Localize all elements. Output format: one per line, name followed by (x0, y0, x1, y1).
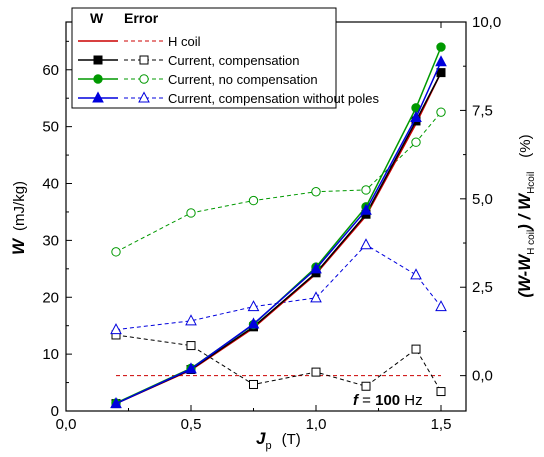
y-right-part-w3: W (515, 192, 534, 210)
frequency-annotation: f = 100 Hz (353, 392, 423, 409)
x-axis-label: Jp (T) (256, 429, 301, 452)
series-point-7 (247, 300, 260, 312)
y-left-symbol: W (9, 237, 28, 255)
series-line-w-0 (115, 72, 442, 405)
plot-marks (110, 42, 447, 409)
series-point-3 (410, 110, 422, 123)
x-tick-label: 1,5 (431, 416, 452, 433)
series-point-3 (310, 262, 322, 274)
legend: W Error H coil Current, compensation Curre… (71, 7, 380, 109)
legend-marker-w (93, 74, 103, 84)
annotation-f: f (353, 392, 360, 409)
x-axis-ticks: 0,0 0,5 1,0 1,5 (56, 22, 452, 433)
series-point-6 (186, 208, 196, 218)
series-point-7 (110, 323, 122, 335)
legend-marker-w (93, 55, 103, 65)
series-point-6 (436, 107, 446, 117)
series-line-w-3 (115, 61, 442, 405)
series-point-5 (311, 367, 321, 377)
y-right-tick-label: 2,5 (472, 279, 493, 296)
series-point-2 (436, 42, 446, 52)
legend-marker-error (139, 74, 149, 84)
y-left-unit: (mJ/kg) (11, 181, 28, 231)
y-right-part-sub1: H coil (526, 230, 537, 255)
series-point-7 (310, 291, 322, 303)
legend-label: Current, compensation without poles (168, 91, 380, 106)
y-right-part-minus: - (515, 271, 534, 277)
legend-rows: H coil Current, compensation Current, no c… (78, 34, 380, 106)
series-point-6 (361, 185, 371, 195)
series-point-5 (249, 379, 258, 389)
series-point-7 (360, 238, 372, 250)
x-axis-subscript: p (265, 440, 271, 452)
y-right-tick-label: 7,5 (472, 102, 493, 119)
legend-label: H coil (168, 34, 201, 49)
series-point-6 (411, 137, 421, 147)
series-point-3 (435, 55, 447, 67)
y-left-tick-label: 40 (42, 176, 59, 193)
y-right-part-close: ) (515, 224, 534, 232)
series-point-5 (361, 381, 371, 391)
y-axis-right-label: (W-WH coil) / WHcoil(%) (515, 134, 537, 297)
annotation-equals: = (358, 392, 375, 409)
series-point-5 (186, 341, 196, 351)
series-point-6 (248, 195, 259, 206)
y-right-part-sub2: Hcoil (526, 172, 537, 194)
x-axis-unit: (T) (282, 431, 301, 448)
y-right-part-slash: / (515, 210, 534, 224)
x-tick-label: 0,5 (181, 416, 202, 433)
y-left-tick-label: 50 (42, 119, 59, 136)
y-left-tick-label: 0 (51, 403, 59, 420)
y-right-tick-label: 10,0 (472, 14, 501, 31)
y-axis-left-label: W (mJ/kg) (9, 181, 28, 255)
legend-marker-error (138, 91, 150, 103)
series-point-7 (435, 300, 447, 312)
y-right-part-open: ( (515, 290, 534, 298)
series-point-3 (360, 203, 372, 215)
y-right-part-w2: W (515, 253, 534, 271)
series-point-5 (411, 344, 421, 354)
series-point-7 (185, 314, 197, 326)
series-point-6 (111, 247, 121, 257)
series-line-error-5 (115, 334, 442, 392)
series-point-7 (410, 268, 422, 280)
series-point-3 (110, 397, 122, 409)
legend-header-error: Error (124, 10, 159, 26)
y-right-part-w: W (515, 274, 534, 292)
annotation-unit: Hz (400, 392, 423, 409)
series-line-w-1 (115, 72, 442, 405)
y-axis-right-ticks: 0,0 2,5 5,0 7,5 10,0 (460, 14, 501, 385)
legend-label: Current, no compensation (168, 72, 318, 87)
y-left-tick-label: 10 (42, 346, 59, 363)
y-axis-left-ticks: 0 10 20 30 40 50 60 (42, 40, 72, 420)
series-point-3 (247, 317, 260, 329)
series-line-error-6 (115, 111, 442, 253)
legend-marker-error (139, 55, 149, 65)
x-tick-label: 0,0 (56, 416, 77, 433)
y-left-tick-label: 20 (42, 289, 59, 306)
legend-marker-w (92, 91, 104, 103)
y-left-tick-label: 60 (42, 62, 59, 79)
y-right-tick-label: 0,0 (472, 368, 493, 385)
annotation-value: 100 (375, 392, 400, 409)
series-point-1 (436, 68, 446, 78)
series-point-6 (311, 187, 321, 197)
legend-box (71, 7, 337, 109)
y-right-tick-label: 5,0 (472, 191, 493, 208)
legend-label: Current, compensation (168, 53, 300, 68)
y-right-unit: (%) (517, 134, 534, 157)
x-tick-label: 1,0 (306, 416, 327, 433)
series-point-5 (436, 387, 446, 397)
series-point-3 (185, 362, 197, 374)
x-axis-symbol: J (256, 429, 266, 448)
y-left-tick-label: 30 (42, 232, 59, 249)
legend-header-w: W (90, 10, 104, 26)
series-line-error-7 (115, 244, 442, 331)
